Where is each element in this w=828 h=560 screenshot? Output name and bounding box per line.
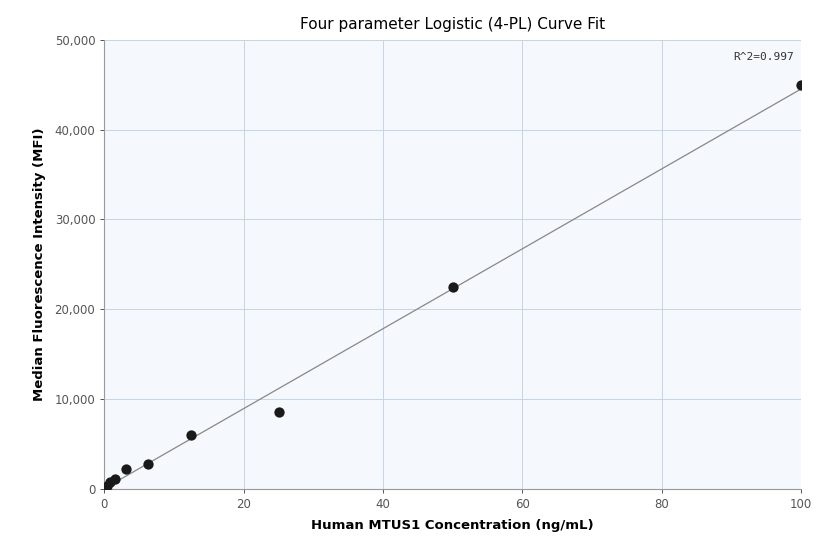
Title: Four parameter Logistic (4-PL) Curve Fit: Four parameter Logistic (4-PL) Curve Fit bbox=[300, 17, 604, 32]
Point bbox=[793, 80, 806, 89]
Point bbox=[103, 478, 116, 487]
Point bbox=[100, 481, 113, 490]
Text: R^2=0.997: R^2=0.997 bbox=[733, 52, 793, 62]
Point bbox=[272, 408, 285, 417]
Point bbox=[119, 465, 132, 474]
Point bbox=[185, 431, 198, 440]
Point bbox=[108, 475, 122, 484]
Point bbox=[141, 459, 154, 468]
Point bbox=[445, 282, 459, 291]
Y-axis label: Median Fluorescence Intensity (MFI): Median Fluorescence Intensity (MFI) bbox=[33, 128, 46, 401]
X-axis label: Human MTUS1 Concentration (ng/mL): Human MTUS1 Concentration (ng/mL) bbox=[311, 519, 594, 532]
